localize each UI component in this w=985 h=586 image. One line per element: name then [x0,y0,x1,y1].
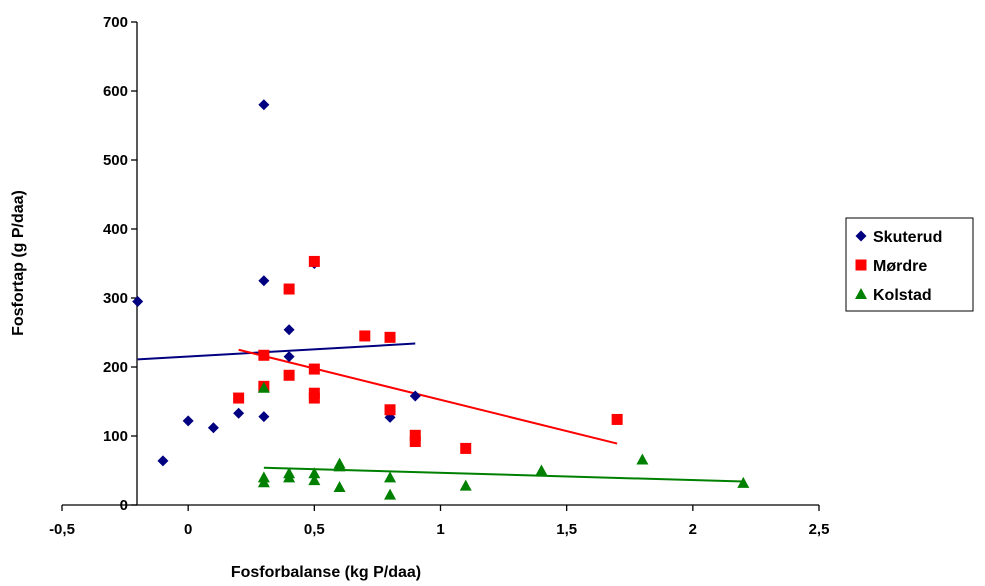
data-point [283,369,295,381]
data-point [535,464,548,476]
legend-label: Skuterud [873,229,942,246]
data-point [283,283,295,295]
data-point [308,363,320,375]
data-point [409,429,421,441]
trendline-mrdre [238,348,618,445]
data-point [384,404,396,416]
plot-area [62,0,819,505]
x-tick-label: 1 [436,521,444,538]
x-axis-title: Fosforbalanse (kg P/daa) [231,564,421,581]
data-point [359,330,371,342]
data-point [157,455,169,467]
y-tick-label: 300 [103,290,128,307]
data-point [384,488,397,500]
triangle-icon [855,288,867,299]
data-point [409,436,421,448]
y-tick-label: 700 [103,14,128,31]
data-point [233,407,245,419]
data-point [132,295,144,307]
legend-box [845,217,974,312]
data-point [233,392,245,404]
data-point [308,467,321,479]
axes [61,21,820,511]
data-point [384,471,397,483]
y-tick-label: 200 [103,359,128,376]
data-point [283,351,295,363]
trendline-skuterud [137,342,416,361]
legend: Skuterud Mørdre Kolstad [845,217,974,312]
y-tick-label: 500 [103,152,128,169]
data-point [636,453,649,465]
data-point [333,481,346,493]
y-tick-label: 0 [120,497,128,514]
y-tick-label: 600 [103,83,128,100]
legend-label: Mørdre [873,258,927,275]
data-point [258,411,270,423]
data-point [308,255,320,267]
data-point [283,471,296,483]
data-point [737,476,750,488]
data-point [283,324,295,336]
x-tick-label: 2 [689,521,697,538]
data-point [258,99,270,111]
data-point [384,331,396,343]
series-mrdre [233,255,623,454]
data-point [308,474,321,486]
diamond-icon [855,230,867,242]
data-point [258,275,270,287]
data-point [611,413,623,425]
data-point [258,349,270,361]
legend-item: Skuterud [855,229,942,246]
data-point [460,442,472,454]
x-tick-label: 0,5 [304,521,325,538]
y-tick-label: 100 [103,428,128,445]
x-tick-label: -0,5 [49,521,75,538]
tick-labels: -0,5 0 0,5 1 1,5 2 2,5 0 100 200 300 400 500 600 700 [49,14,829,538]
data-point [207,422,219,434]
x-tick-label: 0 [184,521,192,538]
series-kolstad [257,381,750,500]
data-point [409,390,421,402]
data-point [182,415,194,427]
plot-frame [62,0,819,505]
legend-item: Mørdre [855,258,927,275]
legend-item: Kolstad [855,287,932,304]
y-tick-label: 400 [103,221,128,238]
y-axis-title: Fosfortap (g P/daa) [10,190,27,336]
data-point [333,460,346,472]
data-point [257,476,270,488]
x-tick-label: 2,5 [809,521,830,538]
legend-label: Kolstad [873,287,932,304]
data-points [132,99,750,500]
square-icon [855,259,867,271]
data-point [257,381,270,393]
data-point [308,392,320,404]
data-point [459,479,472,491]
x-tick-label: 1,5 [556,521,577,538]
